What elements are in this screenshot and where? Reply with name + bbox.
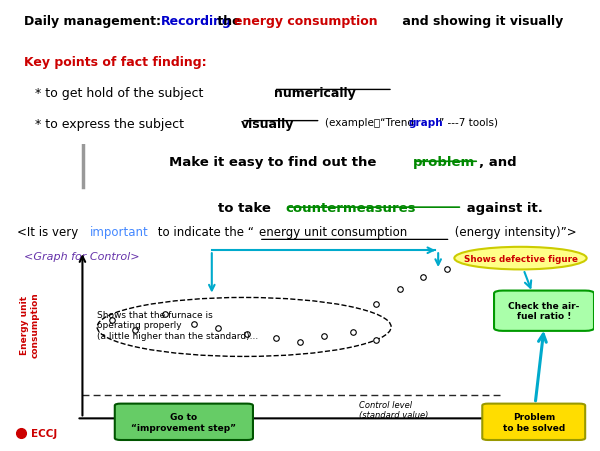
Text: the: the: [213, 15, 245, 28]
Text: * to get hold of the subject: * to get hold of the subject: [35, 87, 212, 100]
Text: Recording: Recording: [161, 15, 232, 28]
Text: ” ---7 tools): ” ---7 tools): [439, 118, 499, 128]
Text: Shows that the furnace is
operating properly
(a little higher than the standard): Shows that the furnace is operating prop…: [97, 310, 259, 340]
Text: visually: visually: [241, 118, 295, 131]
FancyBboxPatch shape: [115, 404, 253, 440]
Text: countermeasures: countermeasures: [286, 201, 416, 214]
Text: important: important: [90, 226, 149, 239]
Ellipse shape: [454, 247, 587, 270]
FancyBboxPatch shape: [482, 404, 585, 440]
Text: and showing it visually: and showing it visually: [398, 15, 563, 28]
Text: Daily management:: Daily management:: [23, 15, 169, 28]
Text: Make it easy to find out the: Make it easy to find out the: [169, 156, 381, 169]
Text: * to express the subject: * to express the subject: [35, 118, 193, 131]
Text: , and: , and: [479, 156, 517, 169]
Text: Energy unit
consumption: Energy unit consumption: [20, 291, 39, 357]
FancyBboxPatch shape: [494, 291, 594, 331]
Text: numerically: numerically: [274, 87, 355, 100]
Text: energy consumption: energy consumption: [234, 15, 378, 28]
Text: (example：“Trend: (example：“Trend: [325, 118, 420, 128]
Text: against it.: against it.: [462, 201, 543, 214]
Text: energy unit consumption: energy unit consumption: [259, 226, 407, 239]
Text: Check the air-
fuel ratio !: Check the air- fuel ratio !: [508, 301, 580, 321]
Text: Go to
“improvement step”: Go to “improvement step”: [131, 412, 236, 432]
Text: <It is very: <It is very: [17, 226, 82, 239]
Text: Key points of fact finding:: Key points of fact finding:: [23, 55, 206, 69]
Text: problem: problem: [413, 156, 475, 169]
Text: <Graph for Control>: <Graph for Control>: [23, 252, 139, 262]
Text: ECCJ: ECCJ: [31, 428, 57, 438]
Text: Control level
(standard value): Control level (standard value): [359, 400, 428, 419]
Text: to take: to take: [218, 201, 275, 214]
Text: Shows defective figure: Shows defective figure: [464, 254, 577, 263]
Text: Problem
to be solved: Problem to be solved: [503, 412, 565, 432]
Text: day: day: [509, 419, 529, 429]
Text: graph: graph: [409, 118, 443, 128]
Text: (energy intensity)”>: (energy intensity)”>: [451, 226, 576, 239]
Text: to indicate the “: to indicate the “: [154, 226, 254, 239]
